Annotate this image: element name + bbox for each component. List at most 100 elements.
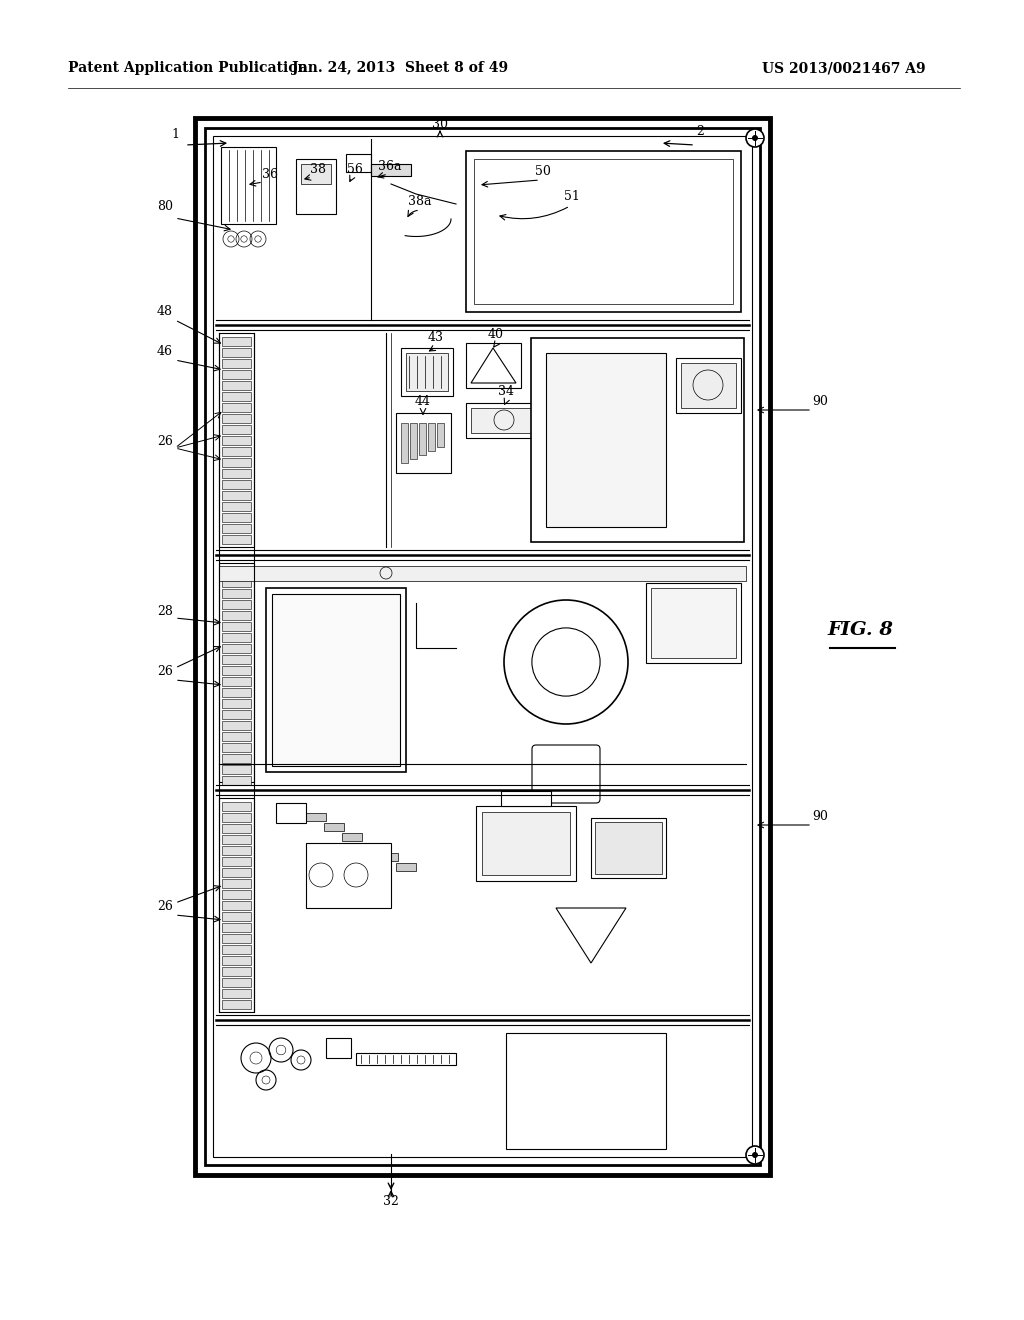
Text: 28: 28 — [157, 605, 173, 618]
Bar — [222, 513, 251, 521]
Bar — [371, 164, 411, 176]
Bar — [222, 677, 251, 686]
Bar — [222, 721, 251, 730]
Bar — [219, 566, 746, 581]
Bar — [482, 812, 570, 875]
Text: 38a: 38a — [409, 195, 432, 209]
Bar — [222, 1001, 251, 1008]
Bar — [222, 766, 251, 774]
Bar — [222, 667, 251, 675]
Text: 1: 1 — [171, 128, 179, 141]
Circle shape — [746, 1146, 764, 1164]
Bar — [222, 978, 251, 987]
Bar — [466, 150, 741, 312]
Bar — [222, 700, 251, 708]
Bar — [222, 912, 251, 921]
Bar — [222, 945, 251, 954]
Bar — [591, 818, 666, 878]
Bar — [222, 480, 251, 488]
Bar — [222, 370, 251, 379]
Bar — [401, 348, 453, 396]
Circle shape — [746, 129, 764, 147]
Bar — [222, 644, 251, 653]
Bar — [356, 1053, 456, 1065]
Bar — [437, 422, 444, 447]
Bar — [219, 564, 254, 781]
Text: Patent Application Publication: Patent Application Publication — [68, 61, 307, 75]
Bar — [222, 568, 251, 576]
Bar — [222, 447, 251, 455]
Text: 30: 30 — [432, 117, 449, 131]
Bar — [296, 158, 336, 214]
Bar — [419, 422, 426, 455]
Text: 51: 51 — [564, 190, 580, 203]
Bar — [401, 422, 408, 463]
Text: 36a: 36a — [378, 160, 401, 173]
Bar — [222, 458, 251, 467]
Bar — [222, 968, 251, 975]
Bar — [301, 164, 331, 183]
Bar — [222, 879, 251, 888]
Bar — [222, 337, 251, 346]
Bar — [222, 688, 251, 697]
Bar — [428, 422, 435, 451]
Bar — [471, 408, 536, 433]
Bar — [326, 1038, 351, 1059]
Bar — [466, 343, 521, 388]
Bar — [324, 822, 344, 832]
Bar — [221, 147, 276, 224]
Bar — [222, 403, 251, 412]
Bar — [222, 524, 251, 533]
Text: 38: 38 — [310, 162, 326, 176]
Bar — [546, 352, 666, 527]
Bar — [681, 363, 736, 408]
Bar — [222, 655, 251, 664]
Text: 90: 90 — [812, 395, 828, 408]
Text: 46: 46 — [157, 345, 173, 358]
Bar — [222, 622, 251, 631]
Text: 56: 56 — [347, 162, 362, 176]
Bar — [222, 989, 251, 998]
Text: 43: 43 — [428, 331, 444, 345]
Bar — [222, 902, 251, 909]
Bar — [476, 807, 575, 880]
Bar — [276, 803, 306, 822]
Bar — [360, 843, 380, 851]
Bar — [378, 853, 398, 861]
Bar — [406, 352, 449, 391]
FancyBboxPatch shape — [532, 744, 600, 803]
Text: 48: 48 — [157, 305, 173, 318]
Bar — [222, 502, 251, 511]
Bar — [222, 857, 251, 866]
Bar — [222, 890, 251, 899]
Text: 44: 44 — [415, 395, 431, 408]
Bar — [222, 846, 251, 855]
Bar — [306, 843, 391, 908]
Text: 80: 80 — [157, 201, 173, 213]
Bar — [474, 158, 733, 304]
Text: 36: 36 — [262, 168, 278, 181]
Bar — [222, 869, 251, 876]
Bar — [306, 813, 326, 821]
Bar — [222, 601, 251, 609]
Text: 90: 90 — [812, 810, 828, 822]
Bar — [342, 833, 362, 841]
Bar — [222, 578, 251, 587]
Circle shape — [531, 628, 600, 696]
Bar — [272, 594, 400, 766]
Bar — [222, 813, 251, 822]
Bar — [222, 935, 251, 942]
Bar — [222, 535, 251, 544]
Bar — [396, 413, 451, 473]
Bar — [222, 836, 251, 843]
Bar — [222, 414, 251, 422]
Bar — [646, 583, 741, 663]
Text: US 2013/0021467 A9: US 2013/0021467 A9 — [762, 61, 926, 75]
Text: FIG. 8: FIG. 8 — [827, 620, 893, 639]
Bar — [222, 436, 251, 445]
Bar — [396, 863, 416, 871]
Bar — [410, 422, 417, 459]
Bar — [222, 733, 251, 741]
Circle shape — [752, 1152, 758, 1158]
Text: 26: 26 — [157, 436, 173, 447]
